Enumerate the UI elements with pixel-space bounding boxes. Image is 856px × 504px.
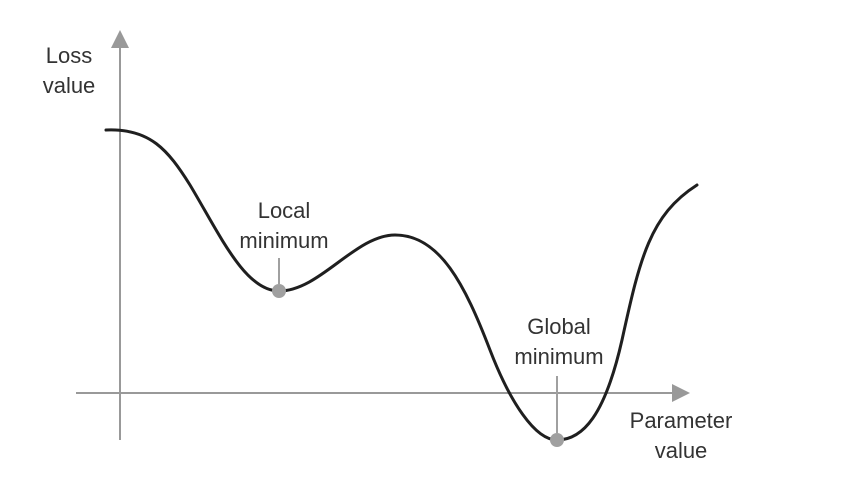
local-minimum-label-line1: Local	[258, 198, 311, 223]
y-axis-arrowhead	[111, 30, 129, 48]
global-minimum-label-line2: minimum	[514, 344, 603, 369]
x-axis-label-line1: Parameter	[630, 408, 733, 433]
global-minimum-marker	[550, 433, 564, 447]
local-minimum-marker	[272, 284, 286, 298]
y-axis-label-line2: value	[43, 73, 96, 98]
x-axis-arrowhead	[672, 384, 690, 402]
x-axis-label-line2: value	[655, 438, 708, 463]
y-axis-label-line1: Loss	[46, 43, 92, 68]
local-minimum-label-line2: minimum	[239, 228, 328, 253]
loss-curve	[104, 128, 699, 442]
global-minimum-label-line1: Global	[527, 314, 591, 339]
